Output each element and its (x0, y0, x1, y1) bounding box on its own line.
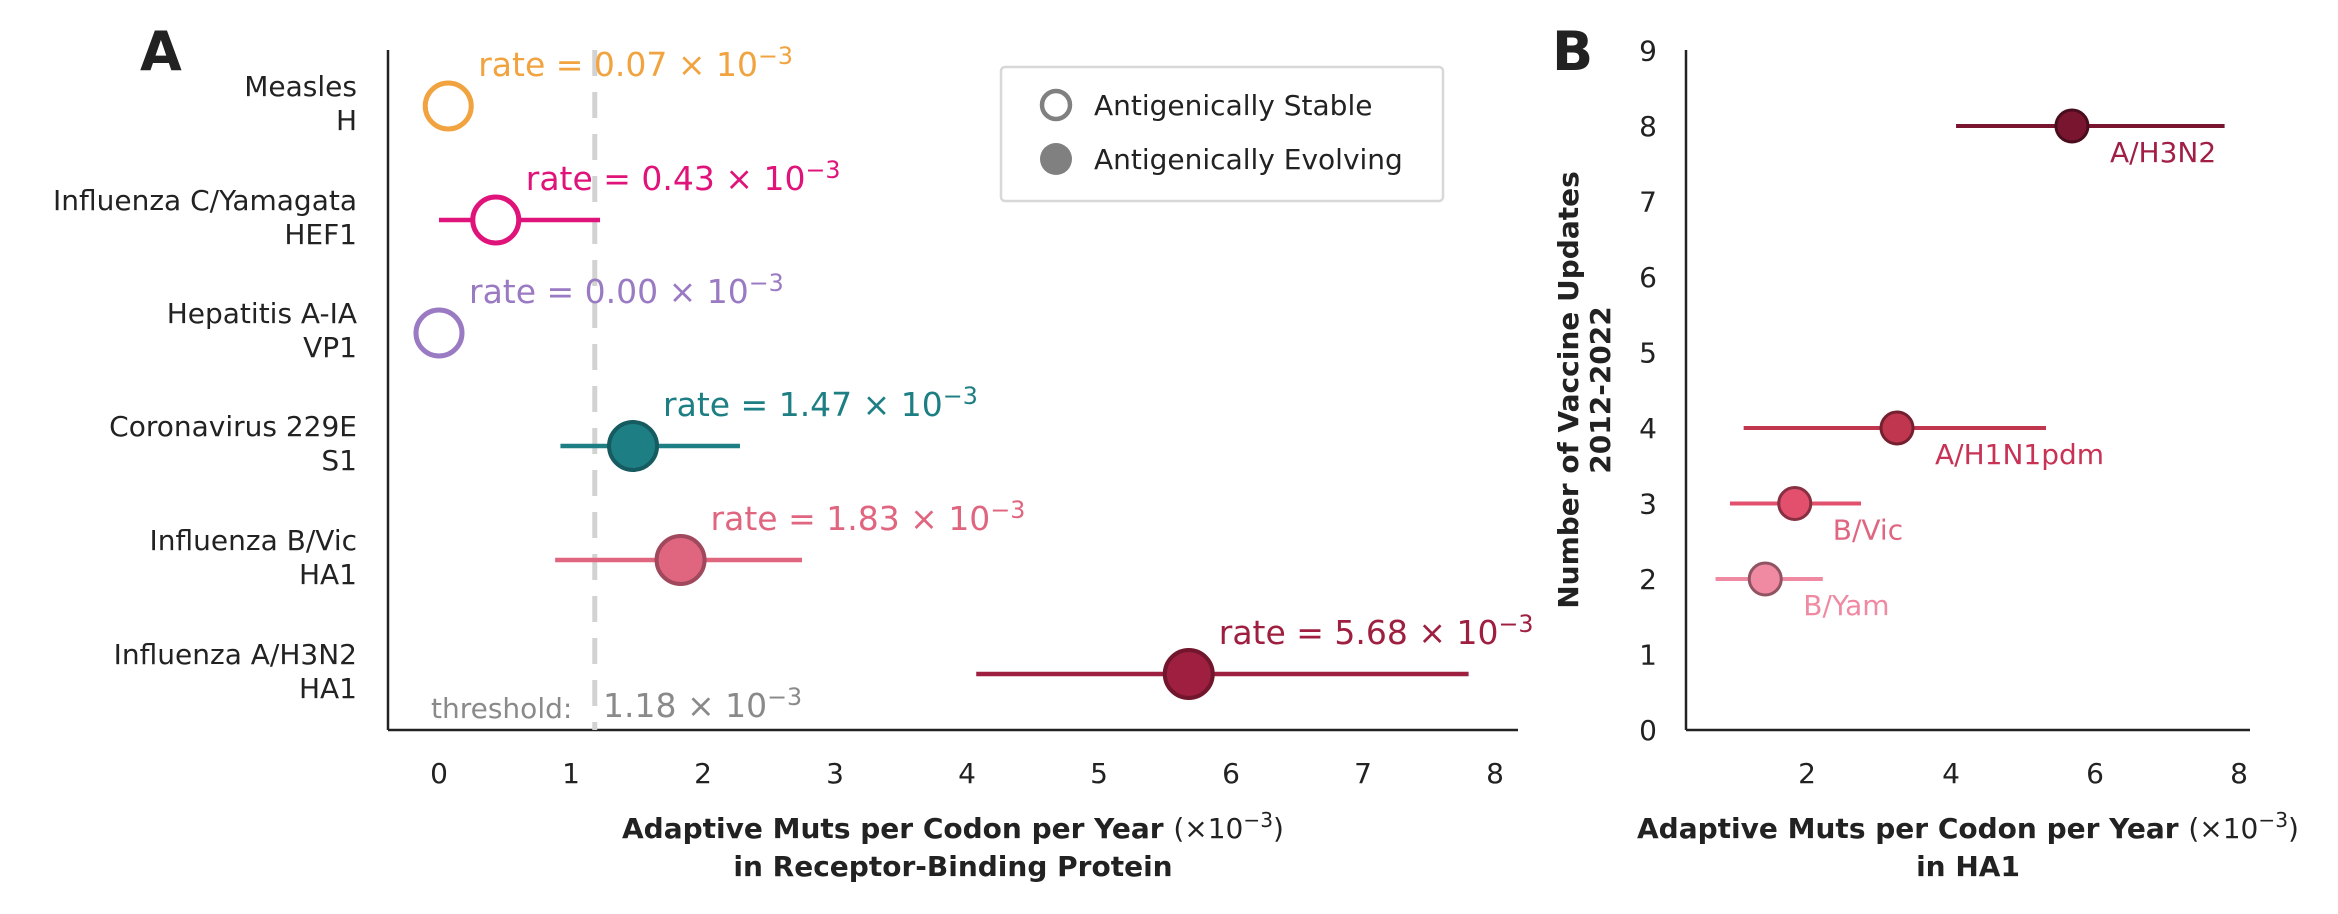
y-tick-label-protein: H (336, 104, 357, 137)
data-point (422, 80, 474, 132)
data-row: B/Yam (1715, 561, 1890, 622)
y-tick-label-protein: HA1 (299, 558, 357, 591)
threshold-label: threshold: (431, 692, 572, 725)
data-point (607, 420, 660, 472)
panel-label-b: B (1552, 20, 1593, 83)
y-tick-label: 0 (1639, 714, 1657, 747)
y-tick-label: 3 (1639, 488, 1657, 521)
y-axis-label: Number of Vaccine Updates (1552, 171, 1585, 609)
x-tick-label: 4 (1942, 757, 1960, 790)
data-row: B/Vic (1729, 486, 1903, 547)
y-tick-label-protein: S1 (321, 444, 357, 477)
panel-b: 0 1 2 3 4 5 6 7 8 9 2 4 6 8 Adaptive Muts per Codon pe… (1552, 20, 2299, 883)
x-tick-label: 8 (2230, 757, 2248, 790)
x-tick-label: 8 (1486, 757, 1504, 790)
y-tick-label-protein: HEF1 (284, 218, 357, 251)
point-label: A/H1N1pdm (1935, 438, 2104, 471)
data-point (654, 534, 707, 586)
threshold-value: 1.18 × 10−3 (603, 683, 802, 725)
legend: Antigenically Stable Antigenically Evolvi… (999, 65, 1445, 203)
point-label: B/Yam (1803, 589, 1889, 622)
panel-label-a: A (140, 20, 182, 83)
x-tick-label: 2 (694, 757, 712, 790)
x-tick-label: 5 (1090, 757, 1108, 790)
x-axis-label: Adaptive Muts per Codon per Year (×10−3) (622, 808, 1284, 845)
panel-a: threshold: 1.18 × 10−3 0 1 2 3 4 5 6 7 8 Adaptive M… (53, 20, 1534, 883)
data-point (1879, 410, 1915, 446)
y-tick-label-virus: Influenza A/H3N2 (114, 638, 357, 671)
y-tick-label-virus: Hepatitis A-IA (167, 297, 357, 330)
legend-marker-open (1039, 88, 1073, 122)
legend-label: Antigenically Stable (1094, 89, 1372, 122)
rate-label: rate = 0.43 × 10−3 (526, 156, 841, 198)
y-axis-label-line2: 2012-2022 (1584, 306, 1617, 473)
y-tick-label-protein: HA1 (299, 672, 357, 705)
point-label: B/Vic (1833, 514, 1903, 547)
y-tick-label: 8 (1639, 110, 1657, 143)
y-tick-label-virus: Influenza C/Yamagata (53, 184, 357, 217)
x-tick-label: 4 (958, 757, 976, 790)
y-tick-label-virus: Measles (244, 70, 357, 103)
y-tick-label: 7 (1639, 186, 1657, 219)
x-tick-label: 1 (562, 757, 580, 790)
data-point (1777, 486, 1813, 521)
y-tick-label: 2 (1639, 563, 1657, 596)
x-tick-label: 0 (430, 757, 448, 790)
y-tick-label-virus: Influenza B/Vic (150, 524, 357, 557)
data-point (470, 194, 522, 246)
y-tick-label: 5 (1639, 337, 1657, 370)
y-tick-label: 4 (1639, 412, 1657, 445)
y-tick-label: 9 (1639, 35, 1657, 68)
legend-box (999, 65, 1445, 203)
point-label: A/H3N2 (2110, 136, 2216, 169)
rate-label: rate = 5.68 × 10−3 (1219, 610, 1534, 652)
rate-label: rate = 1.83 × 10−3 (711, 496, 1026, 538)
x-tick-label: 6 (2086, 757, 2104, 790)
x-tick-label: 7 (1354, 757, 1372, 790)
x-axis-label: Adaptive Muts per Codon per Year (×10−3) (1637, 808, 2299, 845)
rate-label: rate = 1.47 × 10−3 (663, 382, 978, 424)
x-tick-label: 6 (1222, 757, 1240, 790)
x-axis-label-line2: in HA1 (1916, 850, 2020, 883)
rate-label: rate = 0.07 × 10−3 (478, 42, 793, 84)
data-row: A/H1N1pdm (1743, 410, 2104, 471)
data-row: A/H3N2 (1956, 108, 2225, 169)
data-point (413, 307, 465, 359)
y-tick-label: 6 (1639, 261, 1657, 294)
x-axis-label-line2: in Receptor-Binding Protein (733, 850, 1172, 883)
y-tick-label-virus: Coronavirus 229E (109, 410, 357, 443)
x-tick-label: 3 (826, 757, 844, 790)
rate-label: rate = 0.00 × 10−3 (469, 269, 784, 311)
legend-marker-filled (1040, 143, 1072, 175)
data-point (1162, 648, 1215, 700)
y-tick-label: 1 (1639, 639, 1657, 672)
x-tick-label: 2 (1798, 757, 1816, 790)
legend-label: Antigenically Evolving (1094, 143, 1403, 176)
data-point (2054, 108, 2090, 144)
y-tick-label-protein: VP1 (303, 331, 357, 364)
data-point (1747, 561, 1783, 597)
